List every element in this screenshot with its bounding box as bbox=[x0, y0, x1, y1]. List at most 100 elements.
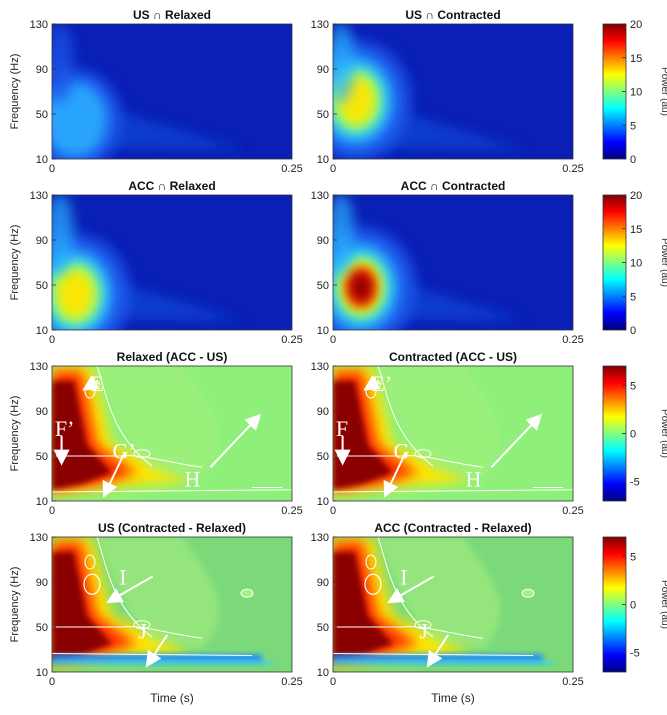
panel-title: US (Contracted - Relaxed) bbox=[98, 521, 246, 535]
annotation-arrow bbox=[490, 413, 543, 468]
y-tick-label: 130 bbox=[30, 532, 48, 544]
panel-title: US ∩ Contracted bbox=[405, 8, 500, 22]
annotation-arrow bbox=[82, 375, 101, 391]
annotation-label: G’ bbox=[112, 438, 135, 463]
y-tick-label: 90 bbox=[317, 64, 329, 76]
colorbar-tick-label: 5 bbox=[630, 551, 636, 563]
heatmap-field bbox=[52, 195, 292, 330]
contour-line bbox=[96, 537, 153, 638]
annotation-label: G bbox=[393, 438, 409, 463]
panel-title: ACC (Contracted - Relaxed) bbox=[374, 521, 531, 535]
heatmap-panel: 130 90 50 100 0.25 US ∩ Contracted bbox=[311, 8, 584, 175]
colorbar: 5 0 -5 Power (au) bbox=[602, 536, 667, 673]
x-tick-label: 0 bbox=[330, 163, 336, 175]
annotation-arrow bbox=[387, 575, 435, 604]
y-tick-label: 50 bbox=[317, 280, 329, 292]
contour-loop bbox=[414, 620, 432, 630]
heatmap-field bbox=[52, 24, 292, 159]
colorbar-tick-label: 15 bbox=[630, 53, 642, 65]
annotation-label: H bbox=[184, 467, 200, 492]
y-tick-label: 130 bbox=[311, 532, 329, 544]
heatmap-panel: I J 130 90 50 100 0.25 ACC (Contracted - Relaxe… bbox=[311, 521, 584, 705]
panel-title: Relaxed (ACC - US) bbox=[117, 350, 228, 364]
y-tick-label: 50 bbox=[317, 622, 329, 634]
y-axis-label: Frequency (Hz) bbox=[9, 54, 21, 130]
heatmap-field bbox=[333, 195, 573, 330]
annotation-label: F’ bbox=[55, 416, 75, 441]
axes-box bbox=[332, 194, 574, 331]
y-tick-label: 50 bbox=[36, 451, 48, 463]
colorbar-label: Power (au) bbox=[659, 409, 667, 458]
x-tick-label: 0 bbox=[330, 334, 336, 346]
colorbar-label: Power (au) bbox=[659, 580, 667, 629]
y-axis-label: Frequency (Hz) bbox=[9, 396, 21, 472]
y-tick-label: 10 bbox=[36, 325, 48, 337]
colorbar-tick-label: 20 bbox=[630, 190, 642, 202]
x-tick-label: 0.25 bbox=[281, 676, 302, 688]
x-tick-label: 0 bbox=[49, 163, 55, 175]
contour-line bbox=[333, 626, 484, 639]
x-tick-label: 0 bbox=[49, 505, 55, 517]
colorbar-tick-label: 5 bbox=[630, 120, 636, 132]
y-tick-label: 10 bbox=[317, 154, 329, 166]
y-tick-label: 50 bbox=[317, 109, 329, 121]
y-tick-label: 130 bbox=[30, 361, 48, 373]
panel-title: ACC ∩ Relaxed bbox=[128, 179, 215, 193]
axes-box bbox=[51, 194, 293, 331]
contour-loop bbox=[133, 449, 151, 459]
y-tick-label: 90 bbox=[317, 235, 329, 247]
y-tick-label: 90 bbox=[36, 406, 48, 418]
difference-field bbox=[333, 366, 573, 501]
colorbar-tick-label: 5 bbox=[630, 291, 636, 303]
contour-line bbox=[377, 366, 434, 467]
panel-title: Contracted (ACC - US) bbox=[389, 350, 517, 364]
y-tick-label: 130 bbox=[30, 19, 48, 31]
heatmap-panel: 130 90 50 100 0.25 ACC ∩ Contracted bbox=[311, 179, 584, 346]
x-tick-label: 0.25 bbox=[562, 505, 583, 517]
x-tick-label: 0.25 bbox=[562, 334, 583, 346]
colorbar-tick-label: 10 bbox=[630, 87, 642, 99]
x-tick-label: 0 bbox=[330, 505, 336, 517]
y-tick-label: 90 bbox=[36, 577, 48, 589]
annotation-arrow bbox=[209, 413, 262, 468]
colorbar-label: Power (au) bbox=[659, 238, 667, 287]
y-tick-label: 90 bbox=[317, 406, 329, 418]
axes-box bbox=[332, 365, 574, 502]
annotation-arrow bbox=[145, 634, 169, 668]
y-tick-label: 90 bbox=[317, 577, 329, 589]
x-tick-label: 0 bbox=[330, 676, 336, 688]
difference-field bbox=[52, 537, 292, 672]
colorbar: 5 0 -5 Power (au) bbox=[602, 365, 667, 502]
annotation-label: I bbox=[400, 564, 407, 589]
difference-field bbox=[333, 537, 573, 672]
peak-layer bbox=[52, 81, 108, 158]
x-tick-label: 0 bbox=[49, 334, 55, 346]
contour-loop bbox=[365, 554, 377, 570]
heatmap-panel: I J 130 90 50 100 0.25 US (Contracted - Relaxed… bbox=[9, 521, 303, 705]
colorbar-tick-label: 0 bbox=[630, 600, 636, 612]
axes-box bbox=[332, 23, 574, 160]
panel-title: US ∩ Relaxed bbox=[133, 8, 211, 22]
colorbar-tick-label: 0 bbox=[630, 154, 636, 166]
colorbar-tick-label: 0 bbox=[630, 325, 636, 337]
contour-loop bbox=[414, 449, 432, 459]
panel-title: ACC ∩ Contracted bbox=[401, 179, 506, 193]
contour-loop bbox=[84, 554, 96, 570]
annotation-arrow bbox=[102, 453, 125, 498]
y-axis-label: Frequency (Hz) bbox=[9, 225, 21, 301]
colorbar-tick-label: 20 bbox=[630, 19, 642, 31]
colorbar-tick-label: 10 bbox=[630, 258, 642, 270]
y-tick-label: 10 bbox=[317, 325, 329, 337]
y-tick-label: 90 bbox=[36, 235, 48, 247]
annotation-arrow bbox=[106, 575, 154, 604]
annotation-label: J bbox=[138, 618, 147, 643]
y-tick-label: 10 bbox=[317, 667, 329, 679]
y-tick-label: 50 bbox=[36, 109, 48, 121]
x-tick-label: 0.25 bbox=[562, 163, 583, 175]
y-tick-label: 90 bbox=[36, 64, 48, 76]
colorbar-label: Power (au) bbox=[659, 67, 667, 116]
heatmap-panel: 130 90 50 100 0.25 US ∩ Relaxed Frequency (Hz) bbox=[9, 8, 303, 175]
